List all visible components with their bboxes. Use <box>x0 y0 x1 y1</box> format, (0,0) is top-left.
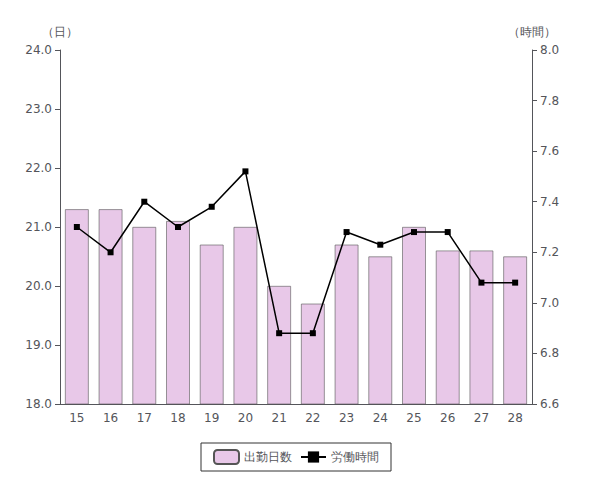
svg-text:24: 24 <box>373 411 388 425</box>
svg-text:20: 20 <box>238 411 253 425</box>
svg-text:出勤日数: 出勤日数 <box>244 450 292 464</box>
svg-text:7.4: 7.4 <box>540 195 559 209</box>
svg-text:7.6: 7.6 <box>540 144 559 158</box>
svg-text:19.0: 19.0 <box>25 338 52 352</box>
svg-text:26: 26 <box>440 411 455 425</box>
svg-text:15: 15 <box>69 411 84 425</box>
svg-text:23.0: 23.0 <box>25 102 52 116</box>
svg-text:24.0: 24.0 <box>25 43 52 57</box>
svg-text:7.0: 7.0 <box>540 296 559 310</box>
svg-text:21.0: 21.0 <box>25 220 52 234</box>
svg-text:27: 27 <box>474 411 489 425</box>
svg-text:20.0: 20.0 <box>25 279 52 293</box>
svg-text:8.0: 8.0 <box>540 43 559 57</box>
svg-text:（時間）: （時間） <box>508 25 556 39</box>
svg-text:18.0: 18.0 <box>25 397 52 411</box>
svg-text:6.8: 6.8 <box>540 346 559 360</box>
svg-text:（日）: （日） <box>42 25 78 39</box>
svg-text:19: 19 <box>204 411 219 425</box>
svg-text:22.0: 22.0 <box>25 161 52 175</box>
svg-text:23: 23 <box>339 411 354 425</box>
svg-text:17: 17 <box>137 411 152 425</box>
svg-text:7.2: 7.2 <box>540 245 559 259</box>
svg-text:25: 25 <box>406 411 421 425</box>
svg-text:7.8: 7.8 <box>540 94 559 108</box>
svg-text:16: 16 <box>103 411 118 425</box>
svg-text:22: 22 <box>305 411 320 425</box>
svg-text:18: 18 <box>170 411 185 425</box>
svg-text:21: 21 <box>272 411 287 425</box>
svg-text:6.6: 6.6 <box>540 397 559 411</box>
svg-text:労働時間: 労働時間 <box>331 450 379 464</box>
svg-text:28: 28 <box>508 411 523 425</box>
